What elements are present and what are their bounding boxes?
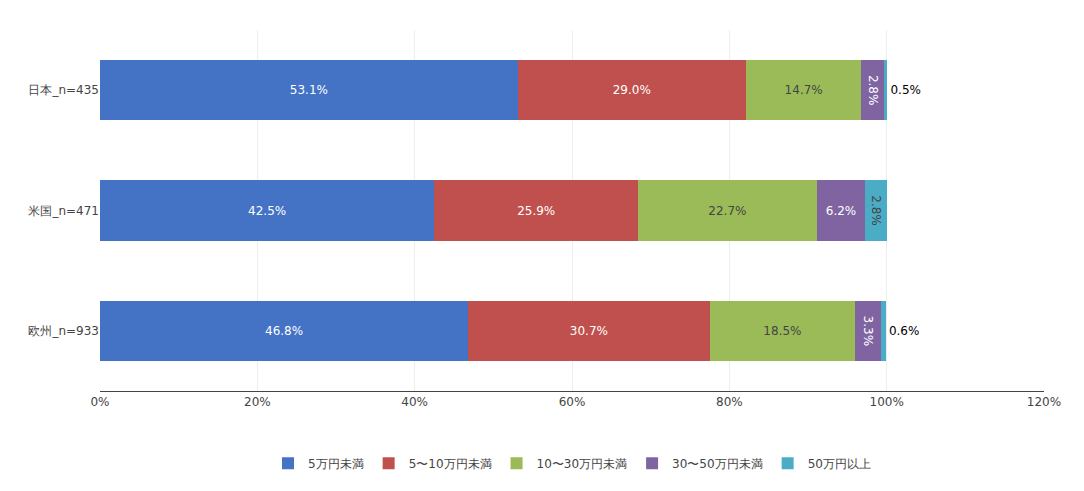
svg-text:80%: 80% bbox=[716, 395, 743, 409]
svg-text:22.7%: 22.7% bbox=[708, 204, 746, 218]
svg-text:0%: 0% bbox=[90, 395, 109, 409]
svg-text:120%: 120% bbox=[1027, 395, 1061, 409]
svg-text:10〜30万円未満: 10〜30万円未満 bbox=[537, 457, 628, 471]
svg-text:20%: 20% bbox=[244, 395, 271, 409]
svg-text:30.7%: 30.7% bbox=[570, 324, 608, 338]
svg-text:6.2%: 6.2% bbox=[826, 204, 857, 218]
svg-text:米国_n=471: 米国_n=471 bbox=[28, 204, 99, 218]
svg-text:30〜50万円未満: 30〜50万円未満 bbox=[672, 457, 763, 471]
svg-text:53.1%: 53.1% bbox=[290, 83, 328, 97]
svg-text:40%: 40% bbox=[401, 395, 428, 409]
svg-text:60%: 60% bbox=[559, 395, 586, 409]
svg-text:50万円以上: 50万円以上 bbox=[808, 457, 871, 471]
svg-text:0.5%: 0.5% bbox=[890, 83, 921, 97]
svg-text:欧州_n=933: 欧州_n=933 bbox=[28, 324, 99, 338]
svg-text:日本_n=435: 日本_n=435 bbox=[28, 83, 99, 97]
svg-text:5〜10万円未満: 5〜10万円未満 bbox=[409, 457, 492, 471]
svg-text:5万円未満: 5万円未満 bbox=[308, 457, 364, 471]
svg-text:2.8%: 2.8% bbox=[869, 195, 883, 226]
svg-text:0.6%: 0.6% bbox=[889, 324, 920, 338]
svg-text:3.3%: 3.3% bbox=[861, 316, 875, 347]
svg-text:18.5%: 18.5% bbox=[763, 324, 801, 338]
svg-text:2.8%: 2.8% bbox=[866, 75, 880, 106]
svg-text:42.5%: 42.5% bbox=[248, 204, 286, 218]
svg-text:46.8%: 46.8% bbox=[265, 324, 303, 338]
svg-text:25.9%: 25.9% bbox=[517, 204, 555, 218]
svg-text:29.0%: 29.0% bbox=[613, 83, 651, 97]
svg-text:100%: 100% bbox=[870, 395, 904, 409]
svg-text:14.7%: 14.7% bbox=[785, 83, 823, 97]
